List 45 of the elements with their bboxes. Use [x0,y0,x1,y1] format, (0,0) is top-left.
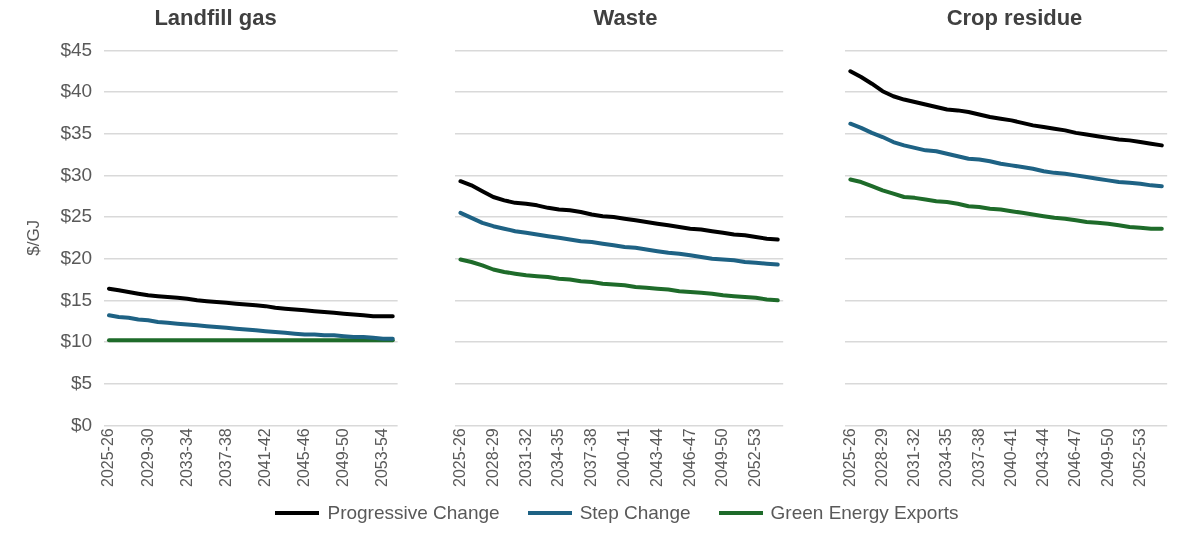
x-tick-label: 2046-47 [1066,428,1084,487]
x-tick-label: 2031-32 [905,428,923,487]
x-tick-label: 2028-29 [872,428,890,487]
x-tick-label: 2049-50 [713,428,731,487]
y-tick-label: $15 [60,288,93,310]
x-tick-label: 2045-46 [295,428,313,487]
x-tick-label: 2034-35 [937,428,955,487]
y-tick-label: $30 [60,163,93,185]
y-tick-label: $5 [70,371,93,393]
y-tick-label: $35 [60,121,93,143]
legend-label: Green Energy Exports [770,502,959,524]
chart-title: Landfill gas [154,5,277,31]
chart-title: Crop residue [946,5,1083,31]
x-tick-label: 2040-41 [614,428,632,487]
x-tick-label: 2025-26 [99,428,117,487]
x-tick-label: 2043-44 [647,428,665,487]
y-tick-label: $20 [60,246,93,268]
legend-label: Step Change [579,502,691,524]
x-tick-label: 2028-29 [483,428,501,487]
x-tick-label: 2041-42 [255,428,273,487]
x-tick-label: 2040-41 [1001,428,1019,487]
x-tick-label: 2037-38 [216,428,234,487]
y-tick-label: $45 [60,38,93,60]
chart-title: Waste [593,5,658,31]
x-tick-label: 2052-53 [1130,428,1148,487]
x-tick-label: 2031-32 [516,428,534,487]
y-tick-label: $25 [60,205,93,227]
x-tick-label: 2052-53 [746,428,764,487]
y-tick-label: $10 [60,330,93,352]
x-tick-label: 2053-54 [373,428,391,487]
x-tick-label: 2025-26 [450,428,468,487]
x-tick-label: 2037-38 [582,428,600,487]
y-tick-label: $40 [60,80,93,102]
x-tick-label: 2049-50 [334,428,352,487]
x-tick-label: 2029-30 [138,428,156,487]
y-tick-label: $0 [70,413,93,435]
x-tick-label: 2049-50 [1098,428,1116,487]
x-tick-label: 2034-35 [549,428,567,487]
legend-label: Progressive Change [327,502,500,524]
x-tick-label: 2025-26 [840,428,858,487]
y-axis-title: $/GJ [23,219,43,256]
x-tick-label: 2046-47 [680,428,698,487]
x-tick-label: 2037-38 [969,428,987,487]
x-tick-label: 2043-44 [1034,428,1052,487]
x-tick-label: 2033-34 [177,428,195,487]
